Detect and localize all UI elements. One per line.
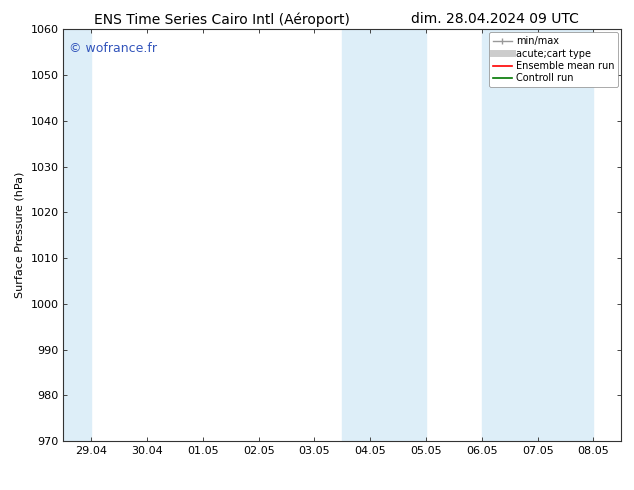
Text: dim. 28.04.2024 09 UTC: dim. 28.04.2024 09 UTC	[411, 12, 578, 26]
Text: © wofrance.fr: © wofrance.fr	[69, 42, 157, 55]
Y-axis label: Surface Pressure (hPa): Surface Pressure (hPa)	[15, 172, 25, 298]
Text: ENS Time Series Cairo Intl (Aéroport): ENS Time Series Cairo Intl (Aéroport)	[94, 12, 350, 27]
Legend: min/max, acute;cart type, Ensemble mean run, Controll run: min/max, acute;cart type, Ensemble mean …	[489, 32, 618, 87]
Bar	[342, 29, 426, 441]
Bar	[63, 29, 91, 441]
Bar	[482, 29, 593, 441]
